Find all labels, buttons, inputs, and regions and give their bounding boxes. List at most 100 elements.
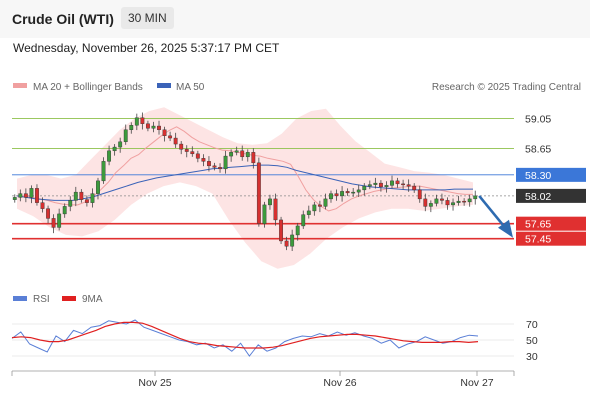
candle-body [362,185,367,191]
candle-body [245,152,250,158]
pivot-level-tag [516,167,586,182]
chart-datetime: Wednesday, November 26, 2025 5:37:17 PM … [13,41,280,55]
candle-body [306,210,311,215]
x-axis-label: Nov 27 [460,377,493,389]
candle-body [195,153,200,159]
candle-body [162,129,167,137]
candle-body [395,180,400,185]
candle-body [46,208,50,219]
candle-body [118,141,123,148]
rsi-tick-label: 50 [526,335,538,347]
candle-body [18,193,23,198]
candle-body [290,234,295,247]
forecast-arrow-shaft [478,195,508,230]
candle-body [273,198,278,221]
candle-body [29,188,34,198]
candle-body [378,182,383,188]
ma9-legend-swatch [62,296,76,301]
candle-body [417,189,422,200]
ma50-legend-swatch [157,83,171,88]
candle-body [456,200,461,203]
current-level-label: 58.02 [525,191,551,203]
candle-body [473,195,478,200]
candle-body [90,193,95,203]
candle-body [251,152,256,164]
rsi-ma9-line [11,321,479,349]
chart-header: Crude Oil (WTI) 30 MIN [0,0,590,38]
candle-body [140,117,145,124]
candle-body [223,155,228,170]
timeframe-badge[interactable]: 30 MIN [121,7,174,29]
candle-body [12,197,17,200]
candle-body [229,152,234,157]
candle-body [62,206,67,215]
resistance-level-label: 59.05 [525,114,551,126]
candle-body [445,200,450,206]
candle-body [134,117,139,126]
candle-body [123,129,128,143]
candle-body [434,198,439,204]
candle-body [406,184,411,187]
candle-body [317,204,322,207]
candle-body [151,125,156,129]
candle-body [367,184,372,187]
candle-body [173,137,178,145]
candle-body [218,167,222,170]
candle-body [401,183,406,186]
candle-body [390,180,394,186]
candle-body [356,189,361,193]
rsi-tick-label: 30 [526,351,538,363]
candle-body [207,161,211,167]
candle-body [268,198,272,206]
candle-body [68,200,73,207]
candle-body [79,191,84,200]
current-level-tag [516,188,586,203]
candle-body [190,151,195,155]
candle-body [157,125,161,130]
candle-body [23,193,28,198]
candle-body [184,149,189,152]
candle-body [212,165,217,168]
research-credit: Research © 2025 Trading Central [432,82,581,93]
instrument-title: Crude Oil (WTI) [12,11,114,27]
candle-body [240,150,245,158]
candle-body [168,135,173,139]
candle-body [284,240,289,247]
bollinger-band-area [17,107,473,269]
rsi-line [11,319,479,357]
ma50-legend-label: MA 50 [176,82,205,93]
candle-body [451,202,455,206]
candle-body [256,162,261,224]
support-level-label: 57.65 [525,219,551,231]
candle-body [57,213,62,228]
candle-body [312,204,317,212]
candle-body [279,219,283,242]
candle-body [323,198,328,207]
candle-body [428,203,433,207]
rsi-legend-swatch [13,296,27,301]
candle-body [301,214,306,227]
support-level-label: 57.45 [525,234,551,246]
ma20-legend-swatch [13,83,27,88]
candle-body [107,150,112,162]
candle-body [334,193,339,197]
x-axis-label: Nov 25 [138,377,171,389]
candle-body [351,191,356,194]
candle-body [440,198,444,201]
ma9-legend-label: 9MA [82,294,103,305]
candle-body [340,191,345,197]
pivot-level-label: 58.30 [525,170,551,182]
candle-body [145,123,150,129]
candle-body [35,188,39,203]
candle-body [373,182,378,185]
x-axis-label: Nov 26 [323,377,356,389]
candle-body [262,204,267,224]
candle-body [84,199,89,203]
candle-body [412,185,417,191]
resistance-level-label: 58.65 [525,144,551,156]
ma20-legend-label: MA 20 + Bollinger Bands [33,82,143,93]
rsi-legend-label: RSI [33,294,50,305]
candle-body [40,202,45,209]
forecast-arrow-head [498,219,513,238]
